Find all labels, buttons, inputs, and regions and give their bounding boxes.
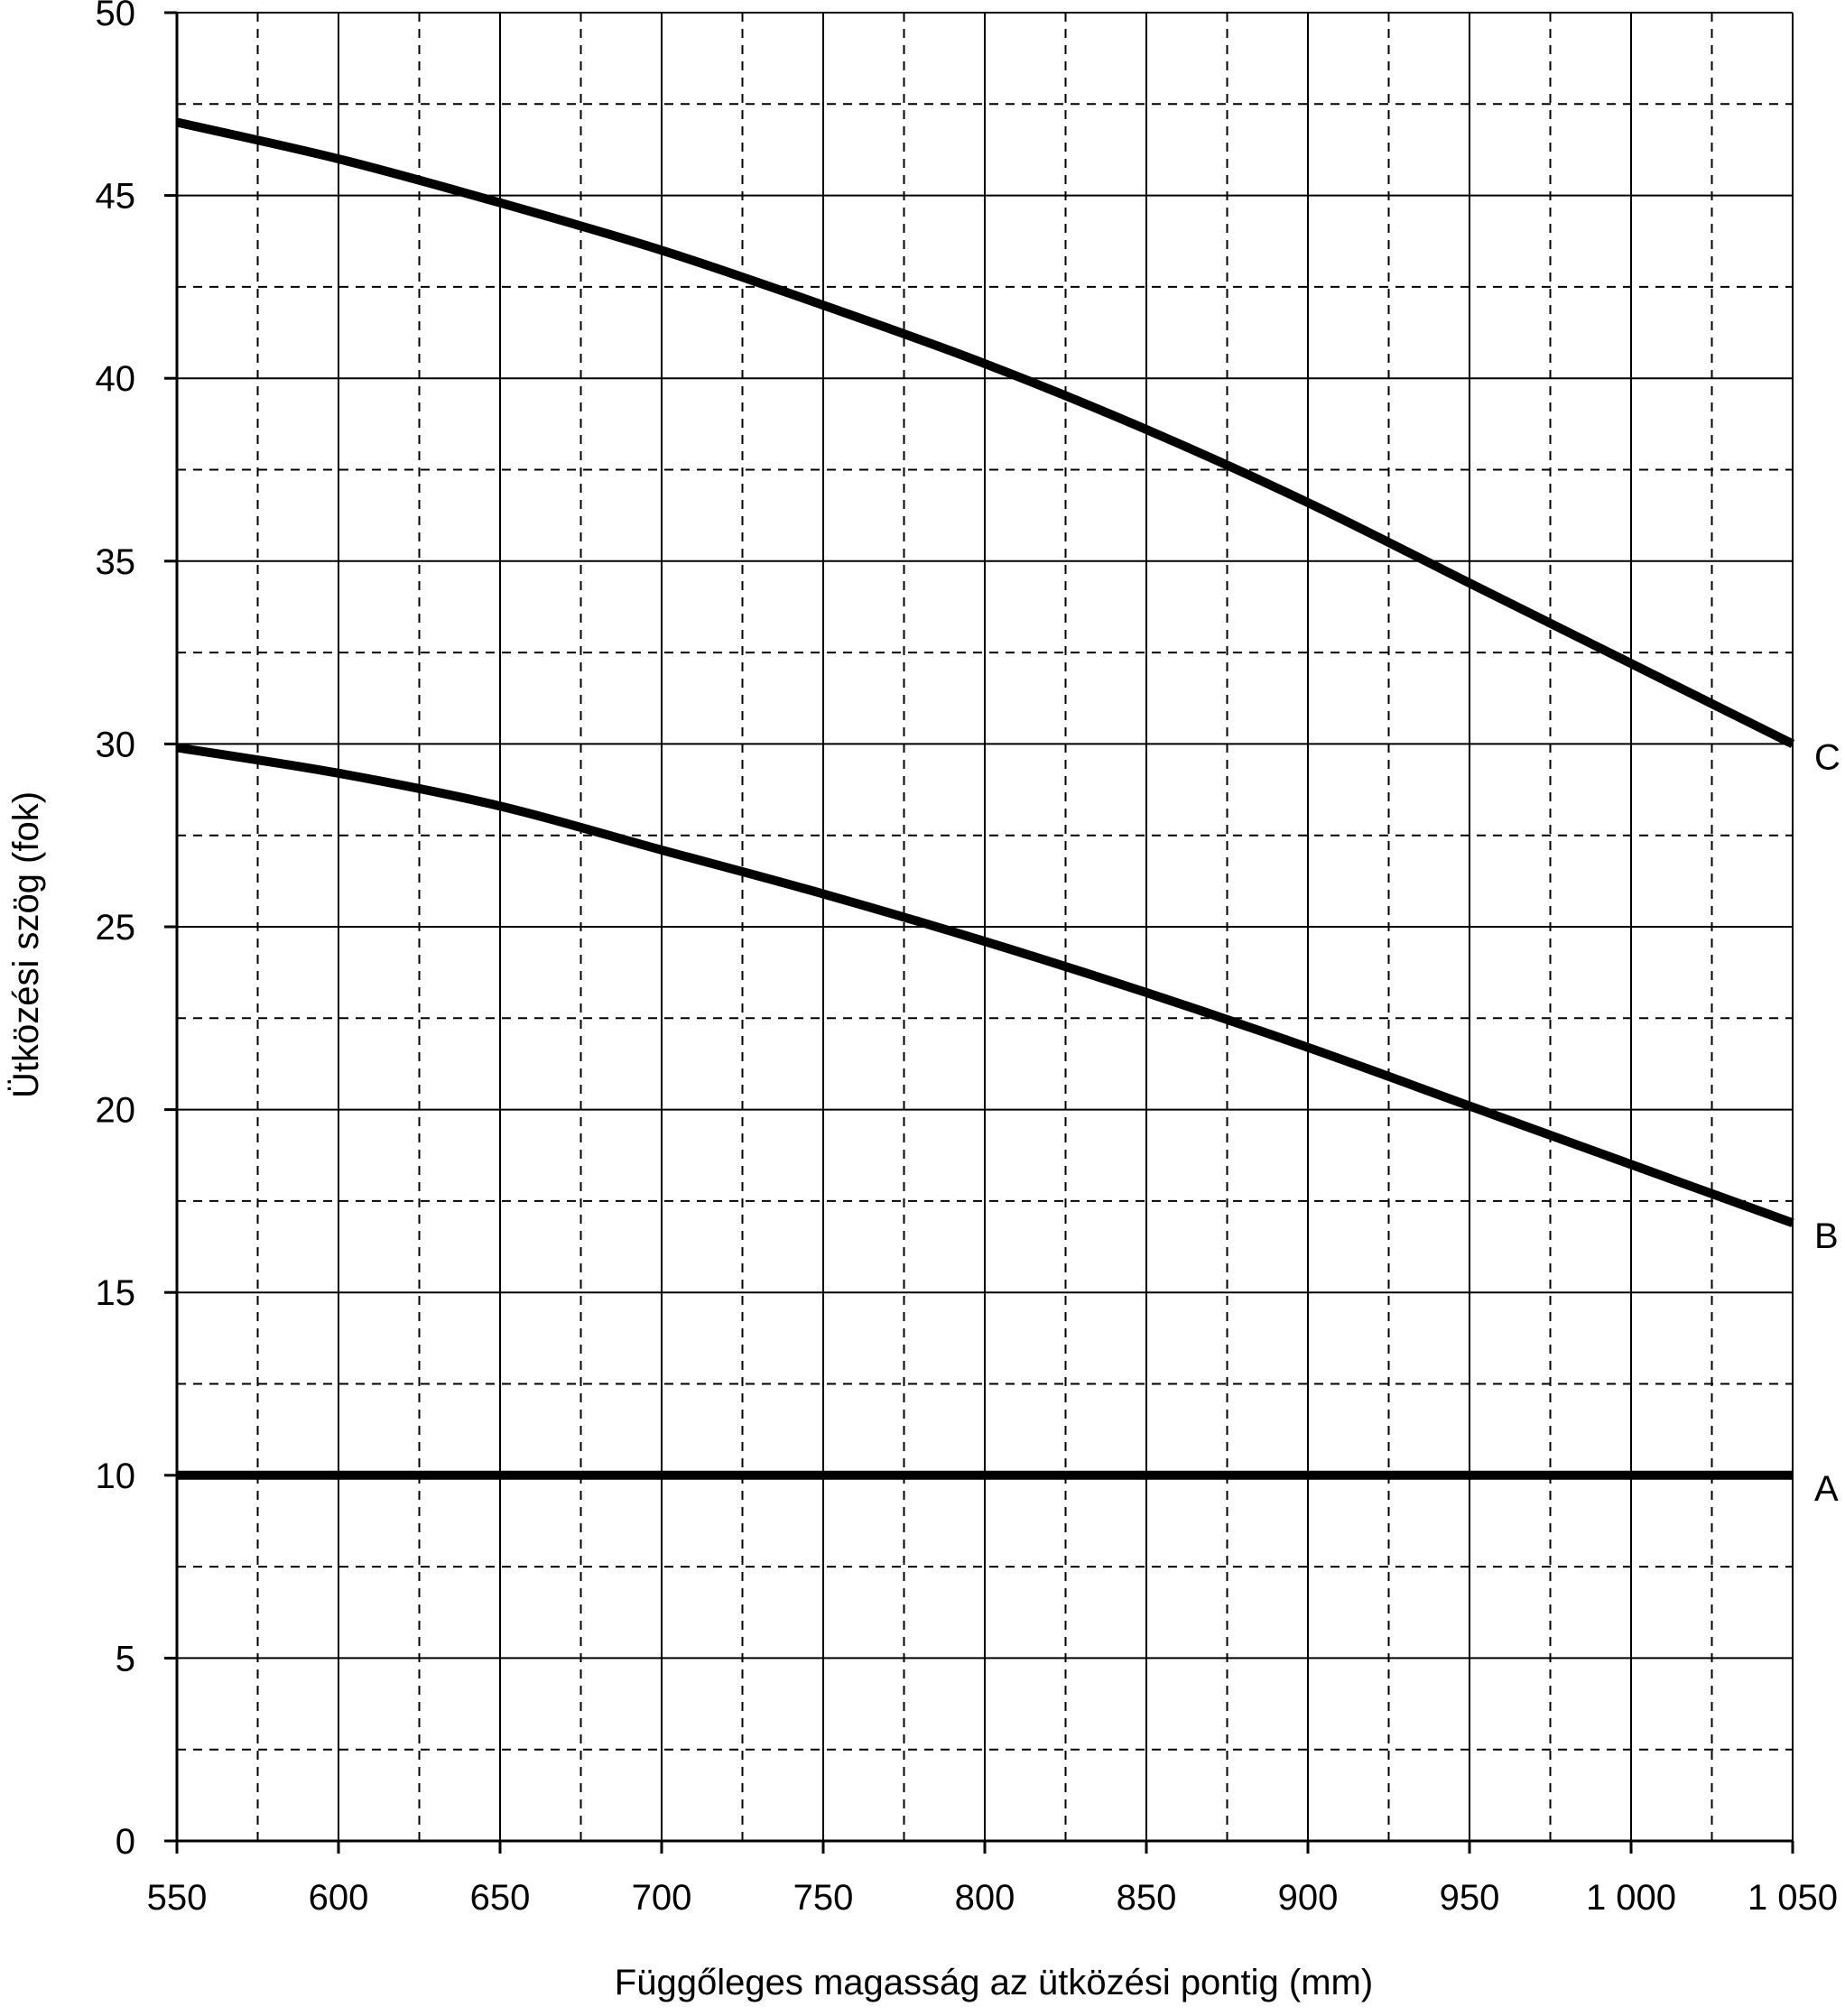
series-line-b: [176, 743, 1794, 1227]
y-tick-label: 30: [96, 725, 136, 764]
x-tick-label: 750: [793, 1878, 854, 1918]
x-tick-label: 600: [309, 1878, 369, 1918]
x-tick-label: 850: [1117, 1878, 1177, 1918]
y-tick-label: 40: [96, 359, 136, 399]
series-lines: [175, 117, 1795, 1480]
y-tick-label: 0: [116, 1822, 135, 1862]
x-tick-label: 900: [1278, 1878, 1339, 1918]
series-label-a: A: [1814, 1469, 1839, 1509]
y-tick-label: 20: [96, 1091, 136, 1131]
y-tick-label: 25: [96, 908, 136, 948]
series-label-c: C: [1814, 737, 1840, 777]
x-tick-label: 700: [632, 1878, 692, 1918]
tick-labels: 550 600 650 700 750 800 850 900 950 1 000 1 050 0 5 1…: [96, 0, 1840, 1918]
y-axis-title: Ütközési szög (fok): [6, 791, 46, 1098]
x-tick-label: 550: [147, 1878, 208, 1918]
x-axis-title: Függőleges magasság az ütközési pontig (…: [615, 1963, 1373, 2002]
y-tick-label: 15: [96, 1273, 136, 1313]
y-tick-label: 50: [96, 0, 136, 33]
series-label-b: B: [1814, 1216, 1839, 1256]
y-tick-label: 35: [96, 542, 136, 582]
x-tick-label: 1 050: [1748, 1878, 1838, 1918]
grid: [176, 12, 1794, 1842]
x-tick-label: 800: [955, 1878, 1015, 1918]
axes: [164, 11, 1794, 1854]
x-tick-label: 650: [470, 1878, 531, 1918]
y-tick-label: 10: [96, 1457, 136, 1496]
series-line-c: [175, 117, 1795, 748]
x-tick-label: 1 000: [1586, 1878, 1676, 1918]
x-tick-label: 950: [1440, 1878, 1500, 1918]
y-tick-label: 45: [96, 177, 136, 217]
y-tick-label: 5: [116, 1639, 135, 1678]
